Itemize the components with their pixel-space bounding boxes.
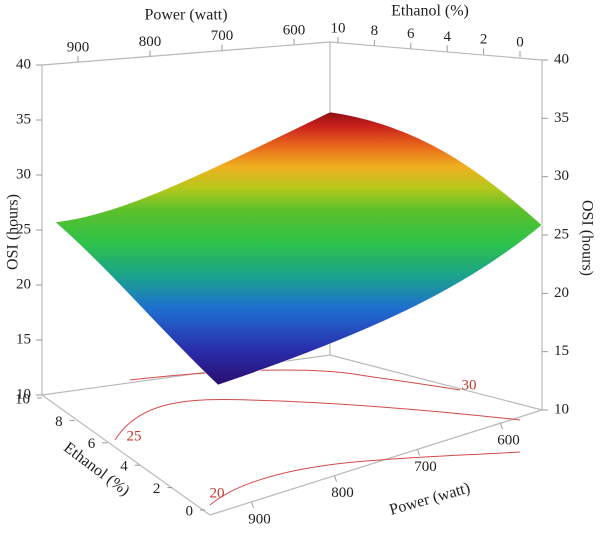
power-tick-bottom-600 [500, 422, 503, 430]
ethanol-tick-label-top-6: 6 [407, 26, 415, 42]
ethanol-tick-label-top-10: 10 [331, 20, 346, 36]
ethanol-axis-title-top: Ethanol (%) [391, 3, 469, 20]
contour-lines [114, 369, 521, 506]
z-tick-label-left-35: 35 [16, 111, 31, 127]
z-tick-label-right-10: 10 [554, 401, 569, 417]
z-tick-label-left-25: 25 [16, 221, 31, 237]
z-tick-label-left-40: 40 [16, 56, 31, 72]
power-tick-label-top-900: 900 [67, 40, 90, 56]
power-axis-title-top: Power (watt) [144, 7, 227, 24]
power-tick-bottom-700 [417, 449, 420, 456]
power-tick-bottom-900 [251, 501, 254, 509]
power-tick-label-bottom-800: 800 [331, 485, 354, 501]
z-tick-label-left-20: 20 [16, 276, 31, 292]
power-axis-title-bottom: Power (watt) [387, 480, 472, 519]
z-tick-label-left-15: 15 [16, 331, 31, 347]
z-tick-label-right-20: 20 [554, 285, 569, 301]
z-tick-label-right-30: 30 [554, 168, 569, 184]
contour-line-30 [129, 369, 461, 391]
ethanol-tick-label-front-8: 8 [55, 414, 63, 430]
power-tick-label-bottom-600: 600 [497, 433, 520, 449]
z-tick-label-right-35: 35 [554, 110, 569, 126]
z-tick-label-right-15: 15 [554, 343, 569, 359]
power-tick-label-top-700: 700 [211, 28, 234, 44]
contour-line-20 [209, 451, 521, 506]
ethanol-tick-label-front-2: 2 [153, 481, 161, 497]
power-tick-bottom-800 [334, 475, 337, 482]
power-tick-label-top-600: 600 [283, 22, 306, 38]
power-tick-label-top-800: 800 [139, 34, 162, 50]
z-axis-title-left: OSI (hours) [5, 194, 22, 270]
z-tick-label-left-10: 10 [16, 386, 31, 402]
contour-label-20: 20 [210, 485, 225, 501]
z-tick-label-right-40: 40 [554, 51, 569, 67]
contour-label-25: 25 [127, 428, 142, 444]
ethanol-tick-label-top-4: 4 [443, 29, 451, 45]
ethanol-tick-label-front-0: 0 [186, 503, 194, 519]
axis-box-floor [41, 394, 543, 516]
ethanol-tick-label-top-0: 0 [516, 34, 524, 50]
ethanol-tick-label-front-6: 6 [88, 436, 96, 452]
ethanol-tick-label-top-8: 8 [371, 23, 379, 39]
contour-line-25 [114, 398, 521, 441]
ethanol-tick-label-front-4: 4 [120, 459, 128, 475]
response-surface [54, 111, 543, 386]
ethanol-tick-label-top-2: 2 [480, 32, 488, 48]
z-tick-label-left-30: 30 [16, 166, 31, 182]
power-tick-label-bottom-700: 700 [414, 459, 437, 475]
z-tick-label-right-25: 25 [554, 226, 569, 242]
z-axis-title-right: OSI (hours) [578, 200, 595, 276]
ethanol-tick-label-front-10: 10 [15, 391, 30, 407]
power-tick-label-bottom-900: 900 [248, 511, 271, 527]
contour-label-30: 30 [462, 377, 477, 393]
